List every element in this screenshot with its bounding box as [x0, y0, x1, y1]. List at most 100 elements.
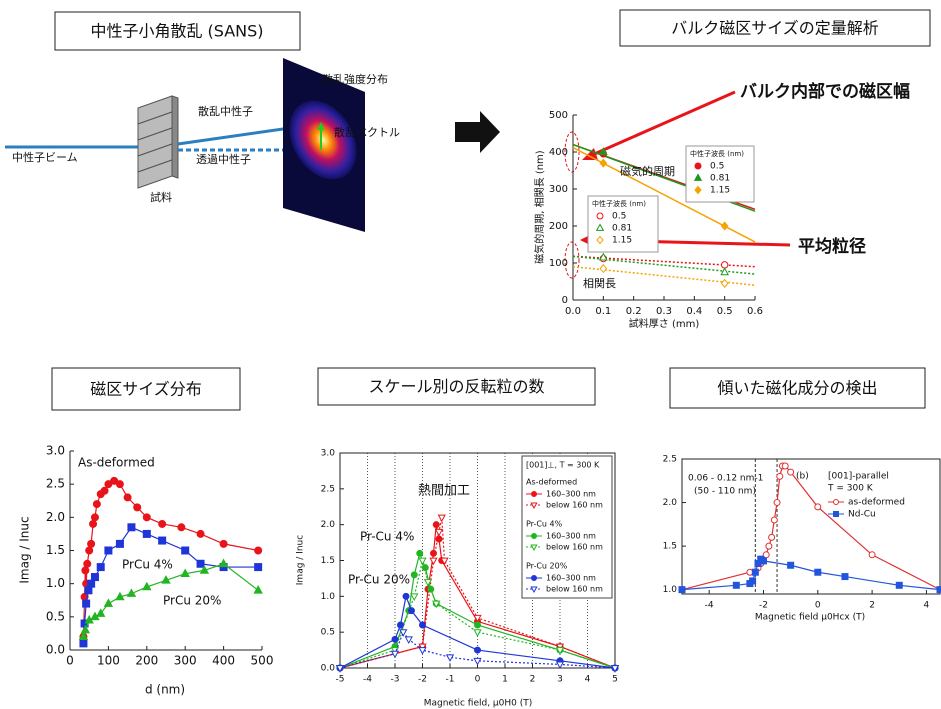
marker [436, 536, 442, 542]
legend-marker [597, 213, 603, 219]
legend-label: 1.15 [710, 186, 730, 196]
annotation: 磁気的周期 [620, 164, 675, 178]
x-axis-label: d (nm) [145, 683, 185, 697]
legend-title: [001]⊥, T = 300 K [526, 461, 600, 470]
marker [679, 587, 685, 593]
marker [134, 504, 141, 511]
x-tick-label: 2 [530, 675, 536, 685]
x-tick-label: 0.3 [656, 306, 672, 317]
annotation: 0.06 - 0.12 nm-1 [688, 474, 763, 484]
marker [88, 580, 95, 587]
y-tick-label: 1.5 [321, 556, 335, 566]
annotation: Pr-Cu 4% [360, 530, 414, 544]
marker [752, 569, 758, 575]
marker [143, 530, 150, 537]
label: 透過中性子 [196, 152, 251, 166]
x-tick-label: 1 [502, 675, 508, 685]
marker [411, 594, 418, 600]
marker [398, 622, 404, 628]
diagram-title: 中性子小角散乱 (SANS) [90, 22, 263, 41]
marker [86, 547, 93, 554]
legend-group: Pr-Cu 4% [526, 520, 563, 529]
marker [197, 530, 204, 537]
legend-label: 160–300 nm [546, 574, 596, 583]
marker [733, 582, 739, 588]
x-axis-label: 試料厚さ (mm) [629, 317, 700, 330]
y-tick-label: 2.0 [663, 498, 678, 508]
marker [788, 562, 794, 568]
marker [411, 572, 417, 578]
marker [197, 560, 204, 567]
y-tick-label: 1.5 [46, 543, 65, 557]
marker [774, 500, 780, 506]
legend-label: 0.81 [710, 174, 730, 184]
marker [557, 662, 564, 668]
annotation: (b) [796, 472, 809, 482]
y-tick-label: 2.5 [46, 477, 65, 491]
marker [475, 622, 481, 628]
legend-marker [532, 576, 537, 581]
y-tick-label: 2.5 [663, 455, 677, 465]
y-tick-label: 0 [562, 295, 568, 306]
marker [760, 558, 766, 564]
chart-title: 磁区サイズ分布 [90, 380, 202, 399]
marker [417, 550, 423, 556]
annotation: [001]-parallel [828, 472, 889, 482]
marker [159, 520, 166, 527]
y-tick-label: 1.0 [46, 576, 65, 590]
marker [436, 529, 443, 535]
marker [116, 540, 123, 547]
annotation: Pr-Cu 20% [348, 573, 410, 587]
legend-title: 中性子波長 (nm) [592, 199, 646, 208]
marker [405, 637, 412, 643]
marker [430, 558, 437, 564]
x-axis-label: Magnetic field μ0Hcx (T) [755, 613, 865, 623]
legend-label: 0.81 [612, 224, 632, 234]
legend-group: As-deformed [526, 478, 577, 487]
marker [91, 574, 98, 581]
legend-label: 0.5 [612, 212, 626, 222]
marker [869, 552, 875, 558]
x-tick-label: -2 [759, 601, 768, 611]
marker [105, 547, 112, 554]
y-tick-label: 100 [549, 258, 568, 269]
marker [220, 560, 228, 567]
y-tick-label: 2.0 [321, 520, 336, 530]
x-tick-label: -2 [418, 675, 427, 685]
legend-label: 0.5 [710, 162, 724, 172]
marker [80, 640, 87, 647]
legend-label: below 160 nm [546, 543, 603, 552]
marker [769, 534, 775, 540]
y-tick-label: 3.0 [321, 449, 336, 459]
chart-title: 傾いた磁化成分の検出 [717, 379, 877, 398]
sample [138, 96, 178, 188]
x-tick-label: 0.6 [747, 306, 763, 317]
marker [182, 547, 189, 554]
marker [403, 593, 409, 599]
label: 散乱強度分布 [322, 72, 388, 86]
marker [143, 514, 150, 521]
x-tick-label: -4 [705, 601, 714, 611]
x-tick-label: 3 [557, 675, 563, 685]
marker [83, 600, 90, 607]
x-tick-label: 0.1 [595, 306, 611, 317]
x-axis-label: Magnetic field, μ0H0 (T) [424, 699, 533, 709]
legend-label: below 160 nm [546, 501, 603, 510]
marker [88, 540, 95, 547]
marker [116, 481, 123, 488]
marker [82, 567, 89, 574]
x-tick-label: 300 [174, 654, 197, 668]
legend-label: as-deformed [848, 498, 905, 508]
marker [255, 547, 262, 554]
x-tick-label: -3 [391, 675, 400, 685]
series-line [83, 527, 258, 643]
marker [475, 647, 481, 653]
marker [128, 524, 135, 531]
y-tick-label: 400 [549, 147, 568, 158]
chart-title: スケール別の反転粒の数 [368, 377, 544, 396]
y-tick-label: 1.0 [663, 585, 678, 595]
x-tick-label: 100 [97, 654, 120, 668]
y-axis-label: Imag / Inuc [296, 535, 306, 585]
marker [815, 569, 821, 575]
marker [91, 514, 98, 521]
